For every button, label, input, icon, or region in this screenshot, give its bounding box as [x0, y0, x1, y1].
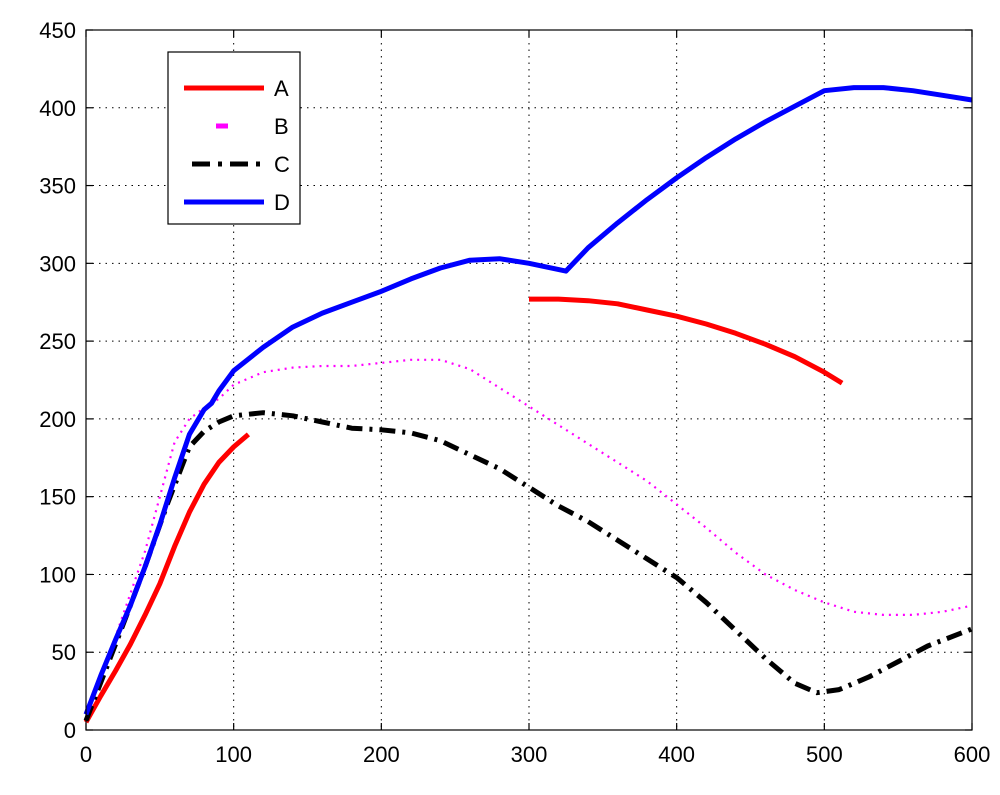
x-tick-label: 100 [215, 742, 252, 767]
series-line-c [83, 410, 973, 722]
legend-label-d: D [274, 190, 290, 215]
y-tick-label: 300 [39, 251, 76, 276]
y-tick-label: 400 [39, 96, 76, 121]
y-tick-label: 250 [39, 329, 76, 354]
y-tick-label: 0 [64, 718, 76, 743]
series-line-b [84, 358, 973, 718]
legend-label-c: C [274, 152, 290, 177]
y-tick-label: 350 [39, 174, 76, 199]
x-tick-label: 500 [806, 742, 843, 767]
x-tick-label: 600 [954, 742, 991, 767]
y-tick-label: 450 [39, 18, 76, 43]
y-tick-label: 100 [39, 562, 76, 587]
legend-box [167, 51, 301, 225]
x-tick-label: 0 [80, 742, 92, 767]
legend-label-b: B [274, 114, 289, 139]
x-tick-label: 400 [658, 742, 695, 767]
series-line-a [529, 296, 844, 386]
x-tick-label: 300 [511, 742, 548, 767]
legend-label-a: A [274, 76, 289, 101]
y-tick-label: 50 [52, 640, 76, 665]
y-tick-label: 200 [39, 407, 76, 432]
y-tick-label: 150 [39, 485, 76, 510]
x-tick-label: 200 [363, 742, 400, 767]
series-lines [83, 85, 973, 724]
series-line-a [83, 432, 251, 724]
series-line-d [83, 85, 973, 716]
axis-ticks: 0 100 200 300 400 500 600 0 50 100 150 200 250 300 350… [39, 18, 990, 767]
